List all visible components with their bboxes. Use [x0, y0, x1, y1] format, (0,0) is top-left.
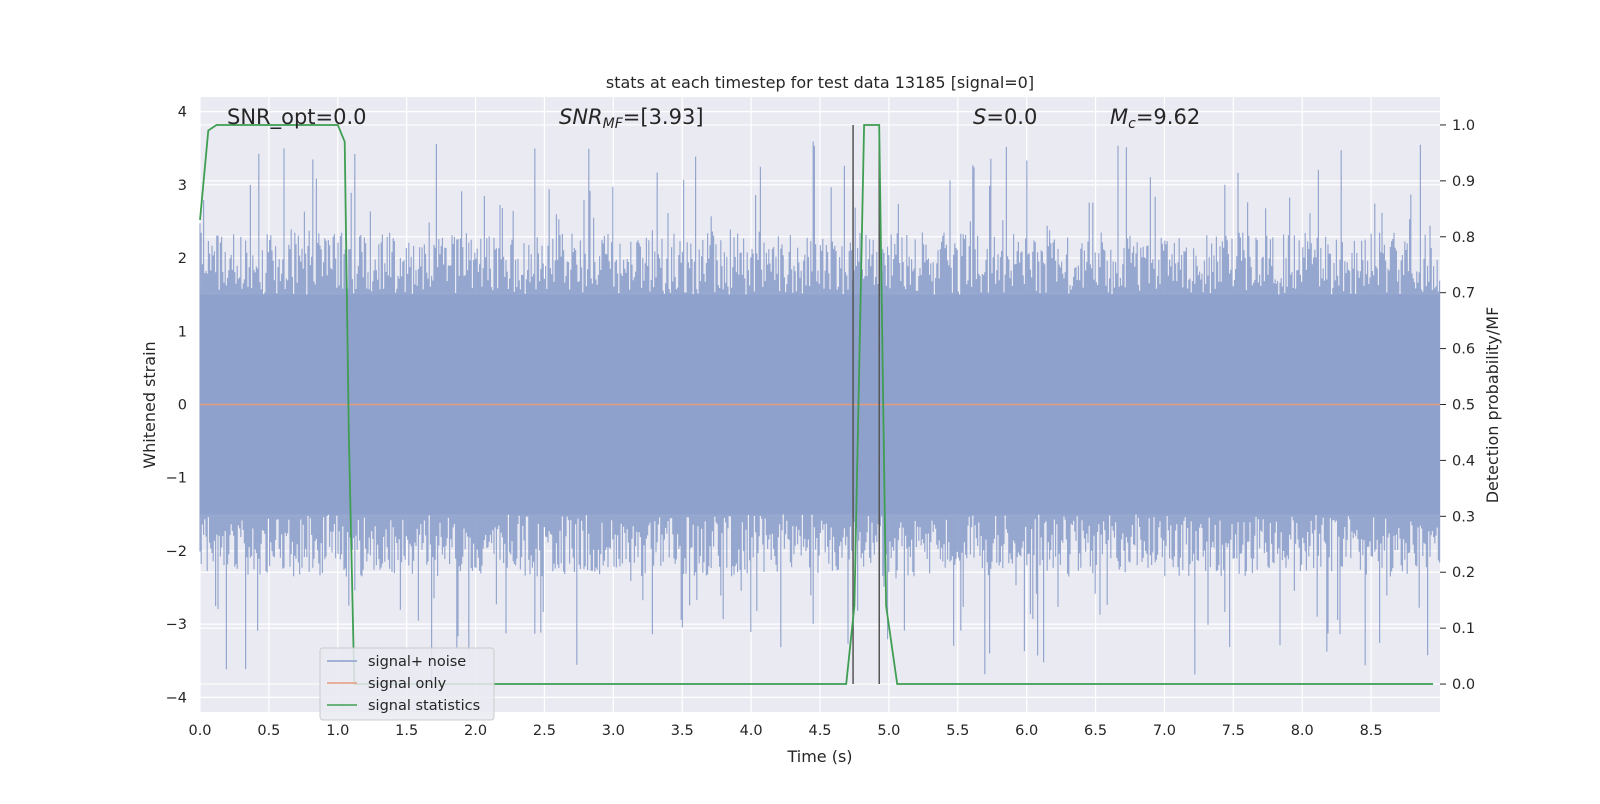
x-tick-label: 4.5 — [808, 723, 831, 739]
y-right-tick-label: 0.3 — [1452, 509, 1475, 525]
y-right-tick-label: 0.1 — [1452, 621, 1475, 637]
signal-statistics-line — [199, 124, 1434, 685]
annotation-snr-opt: SNR_opt=0.0 — [227, 105, 367, 130]
legend-box — [319, 647, 495, 721]
x-tick-label: 0.5 — [257, 723, 280, 739]
y-right-axis-label: Detection probability/MF — [1483, 307, 1502, 504]
x-tick-label: 4.0 — [740, 723, 763, 739]
x-tick-label: 3.0 — [602, 723, 625, 739]
legend: signal+ noise signal only signal statist… — [319, 647, 495, 721]
y-right-tick-label: 1.0 — [1452, 118, 1475, 134]
x-axis-label: Time (s) — [786, 747, 852, 766]
legend-label-signal-statistics: signal statistics — [368, 698, 480, 714]
x-tick-label: 7.5 — [1222, 723, 1245, 739]
y-left-tick-label: 2 — [178, 251, 187, 267]
x-tick-label: 8.5 — [1360, 723, 1383, 739]
y-left-tick-label: −2 — [166, 544, 187, 560]
y-right-tick-label: 0.2 — [1452, 565, 1475, 581]
y-right-tick-label: 0.4 — [1452, 453, 1475, 469]
x-tick-label: 1.0 — [326, 723, 349, 739]
y-right-tick-label: 0.0 — [1452, 677, 1475, 693]
x-tick-label: 0.0 — [188, 723, 211, 739]
x-tick-label: 3.5 — [671, 723, 694, 739]
y-right-tick-label: 0.8 — [1452, 230, 1475, 246]
annotation-s: S=0.0 — [973, 105, 1037, 129]
x-tick-label: 6.0 — [1015, 723, 1038, 739]
y-left-tick-label: −4 — [166, 690, 187, 706]
noise-spikes — [199, 141, 1441, 684]
y-right-tick-label: 0.5 — [1452, 398, 1475, 414]
y-left-tick-label: −1 — [166, 471, 187, 487]
y-right-tick-label: 0.9 — [1452, 174, 1475, 190]
legend-label-signal-only: signal only — [368, 676, 447, 692]
chart-title: stats at each timestep for test data 131… — [606, 73, 1034, 92]
x-tick-label: 8.0 — [1291, 723, 1314, 739]
x-tick-labels: 0.0 0.5 1.0 1.5 2.0 2.5 3.0 3.5 4.0 4.5 5.0 5.5 6.0 6… — [188, 723, 1382, 739]
y-left-tick-labels: 4 3 2 1 0 −1 −2 −3 −4 — [166, 105, 187, 707]
x-tick-label: 6.5 — [1084, 723, 1107, 739]
x-tick-label: 5.0 — [877, 723, 900, 739]
vertical-markers — [852, 124, 880, 685]
x-tick-label: 5.5 — [946, 723, 969, 739]
legend-label-signal-noise: signal+ noise — [368, 654, 466, 670]
x-tick-label: 7.0 — [1153, 723, 1176, 739]
annotation-snr-mf: SNRMF=[3.93] — [559, 105, 704, 132]
y-left-tick-label: 3 — [178, 178, 187, 194]
series-signal-statistics — [199, 124, 1434, 685]
y-left-tick-label: −3 — [166, 617, 187, 633]
x-tick-label: 2.5 — [533, 723, 556, 739]
y-right-tick-labels: 1.0 0.9 0.8 0.7 0.6 0.5 0.4 0.3 0.2 0.1 0.0 — [1452, 118, 1475, 693]
y-left-tick-label: 4 — [178, 105, 187, 121]
y-right-tick-label: 0.7 — [1452, 286, 1475, 302]
y-left-tick-label: 1 — [178, 324, 187, 340]
annotation-mc: Mc=9.62 — [1110, 105, 1200, 132]
y-right-tick-label: 0.6 — [1452, 342, 1475, 358]
y-left-axis-label: Whitened strain — [140, 341, 159, 468]
x-tick-label: 1.5 — [395, 723, 418, 739]
x-tick-label: 2.0 — [464, 723, 487, 739]
y-left-tick-label: 0 — [178, 398, 187, 414]
